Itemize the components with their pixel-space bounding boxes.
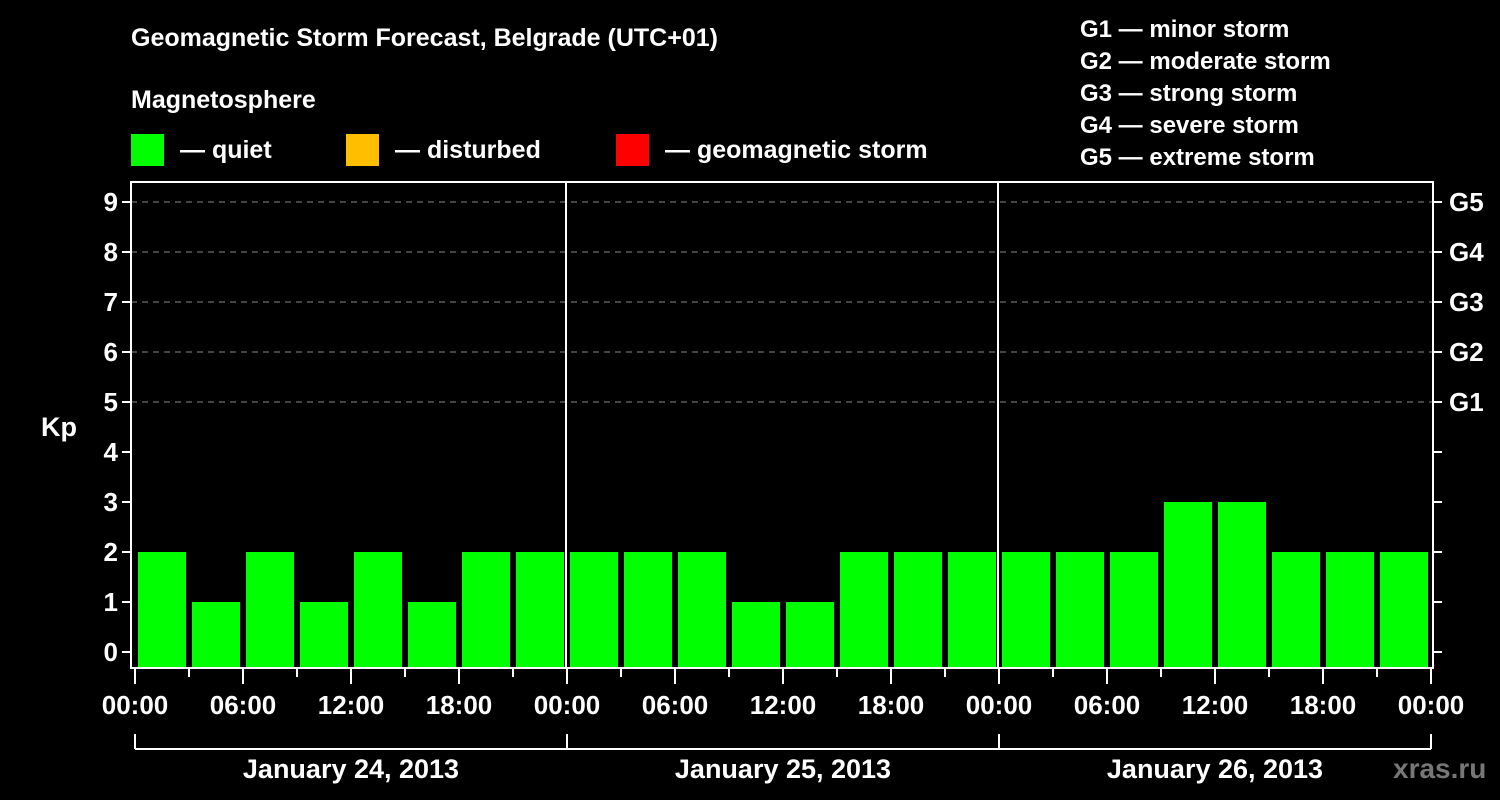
kp-bar	[840, 552, 888, 668]
storm-scale-legend: G1 — minor storm G2 — moderate storm G3 …	[1080, 14, 1331, 174]
kp-bar	[300, 602, 348, 668]
kp-bar	[192, 602, 240, 668]
storm-scale-item: G2 — moderate storm	[1080, 48, 1331, 75]
storm-scale-item: G1 — minor storm	[1080, 16, 1290, 43]
g-scale-label: G5	[1449, 187, 1484, 217]
y-tick-label: 1	[103, 587, 118, 617]
legend-label: — disturbed	[395, 135, 541, 164]
disturbed-swatch-icon	[346, 134, 379, 166]
y-tick-label: 8	[103, 237, 118, 267]
x-tick-label: 00:00	[533, 690, 601, 720]
x-tick-label: 12:00	[1181, 690, 1249, 720]
day-label: January 26, 2013	[1106, 754, 1324, 784]
kp-bar	[1164, 502, 1212, 668]
kp-bar	[894, 552, 942, 668]
kp-bar	[948, 552, 996, 668]
x-tick-label: 06:00	[641, 690, 709, 720]
kp-bar	[246, 552, 294, 668]
kp-bar	[138, 552, 186, 668]
kp-bar	[1326, 552, 1374, 668]
y-tick-label: 0	[103, 637, 118, 667]
kp-bar	[354, 552, 402, 668]
x-tick-label: 18:00	[425, 690, 493, 720]
x-tick-label: 00:00	[101, 690, 169, 720]
legend-label: — quiet	[180, 135, 272, 164]
day-label: January 25, 2013	[674, 754, 892, 784]
y-tick-label: 2	[103, 537, 118, 567]
kp-bar	[1272, 552, 1320, 668]
watermark: xras.ru	[1393, 753, 1487, 784]
kp-bar	[1110, 552, 1158, 668]
y-tick-label: 6	[103, 337, 118, 367]
legend-item-storm: — geomagnetic storm	[616, 134, 928, 166]
x-tick-label: 00:00	[965, 690, 1033, 720]
g-scale-label: G4	[1449, 237, 1484, 267]
kp-bar	[516, 552, 564, 668]
kp-bar	[624, 552, 672, 668]
kp-bar	[1056, 552, 1104, 668]
storm-scale-item: G3 — strong storm	[1080, 80, 1298, 107]
kp-bar	[732, 602, 780, 668]
legend-label: — geomagnetic storm	[665, 135, 928, 164]
kp-bar	[570, 552, 618, 668]
y-tick-label: 3	[103, 487, 118, 517]
quiet-swatch-icon	[131, 134, 164, 166]
y-tick-label: 4	[103, 437, 118, 467]
kp-bar	[1218, 502, 1266, 668]
y-tick-label: 7	[103, 287, 118, 317]
x-tick-label: 18:00	[1289, 690, 1357, 720]
chart-title: Geomagnetic Storm Forecast, Belgrade (UT…	[131, 24, 718, 52]
y-tick-label: 9	[103, 187, 118, 217]
kp-bar	[786, 602, 834, 668]
kp-bar	[408, 602, 456, 668]
g-scale-label: G3	[1449, 287, 1484, 317]
x-tick-label: 00:00	[1397, 690, 1465, 720]
kp-bar	[1380, 552, 1428, 668]
kp-bar	[678, 552, 726, 668]
kp-bar	[462, 552, 510, 668]
x-tick-label: 12:00	[749, 690, 817, 720]
x-tick-label: 06:00	[209, 690, 277, 720]
legend-item-quiet: — quiet	[131, 134, 272, 166]
x-tick-label: 06:00	[1073, 690, 1141, 720]
legend-heading: Magnetosphere	[131, 86, 316, 114]
g-scale-label: G1	[1449, 387, 1484, 417]
y-tick-label: 5	[103, 387, 118, 417]
storm-swatch-icon	[616, 134, 649, 166]
kp-bar	[1002, 552, 1050, 668]
x-tick-label: 18:00	[857, 690, 925, 720]
y-axis-label: Kp	[41, 412, 77, 442]
storm-scale-item: G4 — severe storm	[1080, 112, 1299, 139]
g-scale-label: G2	[1449, 337, 1484, 367]
x-tick-label: 12:00	[317, 690, 385, 720]
legend-item-disturbed: — disturbed	[346, 134, 541, 166]
storm-scale-item: G5 — extreme storm	[1080, 144, 1315, 171]
day-label: January 24, 2013	[242, 754, 460, 784]
